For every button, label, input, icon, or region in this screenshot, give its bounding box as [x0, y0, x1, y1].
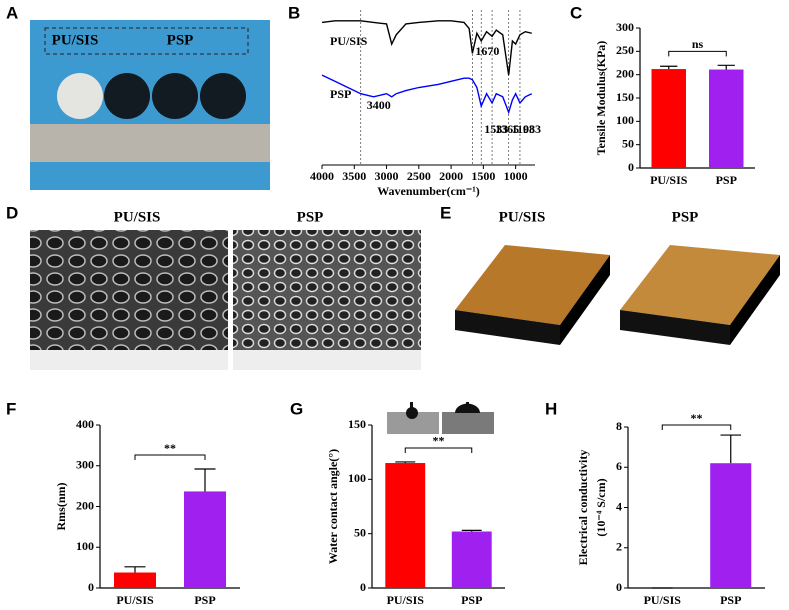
- afm-title: PU/SIS: [499, 209, 546, 225]
- droplet-photo: [387, 402, 494, 434]
- sem-info-bar: [30, 350, 228, 370]
- x-tick-label: PU/SIS: [387, 593, 425, 607]
- y-tick-label: 150: [616, 90, 634, 104]
- y-tick-label: 50: [354, 525, 366, 539]
- spectrum-line: [321, 74, 533, 115]
- sem-title: PU/SIS: [114, 209, 161, 225]
- peak-label: 1365: [495, 122, 519, 136]
- peak-label: 1108: [512, 122, 535, 136]
- y-tick-label: 100: [76, 539, 94, 553]
- significance-label: **: [433, 434, 445, 448]
- x-tick-label: PU/SIS: [650, 173, 688, 187]
- y-axis-label: Tensile Modulus(KPa): [594, 41, 608, 156]
- panel-label: E: [440, 203, 451, 222]
- y-axis-label: Rms(nm): [54, 483, 68, 531]
- y-tick-label: 150: [348, 417, 366, 431]
- panel-label: B: [288, 3, 300, 22]
- panel-label: F: [6, 399, 16, 418]
- y-tick-label: 100: [348, 471, 366, 485]
- significance-bracket: [661, 424, 732, 430]
- bar: [385, 463, 426, 588]
- y-tick-label: 0: [88, 580, 94, 594]
- x-tick-label: 3000: [375, 169, 399, 183]
- x-tick-label: 1500: [471, 169, 495, 183]
- bar: [184, 491, 226, 588]
- y-tick-label: 6: [616, 459, 622, 473]
- significance-label: ns: [692, 37, 704, 51]
- y-tick-label: 50: [622, 136, 634, 150]
- significance-bracket: [134, 454, 206, 461]
- x-tick-label: 4000: [310, 169, 334, 183]
- y-axis-label: Electrical conductivity: [576, 450, 590, 566]
- bar: [114, 572, 156, 588]
- photo-label: PSP: [167, 32, 194, 48]
- series-label: PSP: [330, 87, 351, 101]
- x-tick-label: PU/SIS: [644, 593, 682, 607]
- y-tick-label: 250: [616, 43, 634, 57]
- x-tick-label: 2000: [439, 169, 463, 183]
- panel-label: C: [570, 3, 582, 22]
- bar: [709, 69, 744, 168]
- y-tick-label: 2: [616, 540, 622, 554]
- x-tick-label: PSP: [716, 173, 737, 187]
- afm-image: [455, 245, 780, 345]
- peak-label: 1533: [484, 122, 508, 136]
- y-tick-label: 0: [360, 580, 366, 594]
- y-tick-label: 300: [76, 458, 94, 472]
- x-tick-label: 1000: [504, 169, 528, 183]
- significance-bracket: [668, 50, 727, 57]
- significance-label: **: [164, 441, 176, 455]
- bar: [710, 463, 752, 588]
- significance-label: **: [691, 411, 703, 425]
- photo-label: PU/SIS: [52, 32, 99, 48]
- y-tick-label: 200: [76, 498, 94, 512]
- y-tick-label: 100: [616, 113, 634, 127]
- sem-image: [233, 230, 421, 370]
- y-tick-label: 400: [76, 417, 94, 431]
- panel-label: G: [290, 399, 303, 418]
- x-tick-label: 2500: [407, 169, 431, 183]
- panel-label: D: [6, 203, 18, 222]
- panel-label: H: [545, 399, 557, 418]
- x-tick-label: PSP: [461, 593, 482, 607]
- peak-label: 1670: [475, 44, 499, 58]
- sem-title: PSP: [297, 209, 324, 225]
- x-axis-label: Wavenumber(cm⁻¹): [377, 184, 480, 198]
- significance-bracket: [404, 447, 473, 453]
- y-tick-label: 0: [616, 580, 622, 594]
- x-tick-label: PU/SIS: [116, 593, 154, 607]
- series-label: PU/SIS: [330, 34, 368, 48]
- y-axis-label: (10⁻⁴ S/cm): [594, 478, 608, 536]
- sem-info-bar: [233, 350, 421, 370]
- bar: [451, 531, 492, 588]
- y-tick-label: 200: [616, 66, 634, 80]
- y-tick-label: 0: [628, 160, 634, 174]
- y-axis-label: Water contact angle(°): [326, 449, 340, 564]
- peak-label: 933: [523, 122, 541, 136]
- y-tick-label: 8: [616, 419, 622, 433]
- peak-label: 3400: [367, 98, 391, 112]
- spectrum-line: [321, 20, 532, 76]
- bar: [651, 69, 686, 168]
- y-tick-label: 300: [616, 20, 634, 34]
- afm-title: PSP: [672, 209, 699, 225]
- x-tick-label: 3500: [342, 169, 366, 183]
- panel-label: A: [6, 3, 18, 22]
- photo: [30, 20, 270, 190]
- x-tick-label: PSP: [720, 593, 741, 607]
- y-tick-label: 4: [616, 499, 622, 513]
- sem-image: [30, 230, 228, 370]
- x-tick-label: PSP: [194, 593, 215, 607]
